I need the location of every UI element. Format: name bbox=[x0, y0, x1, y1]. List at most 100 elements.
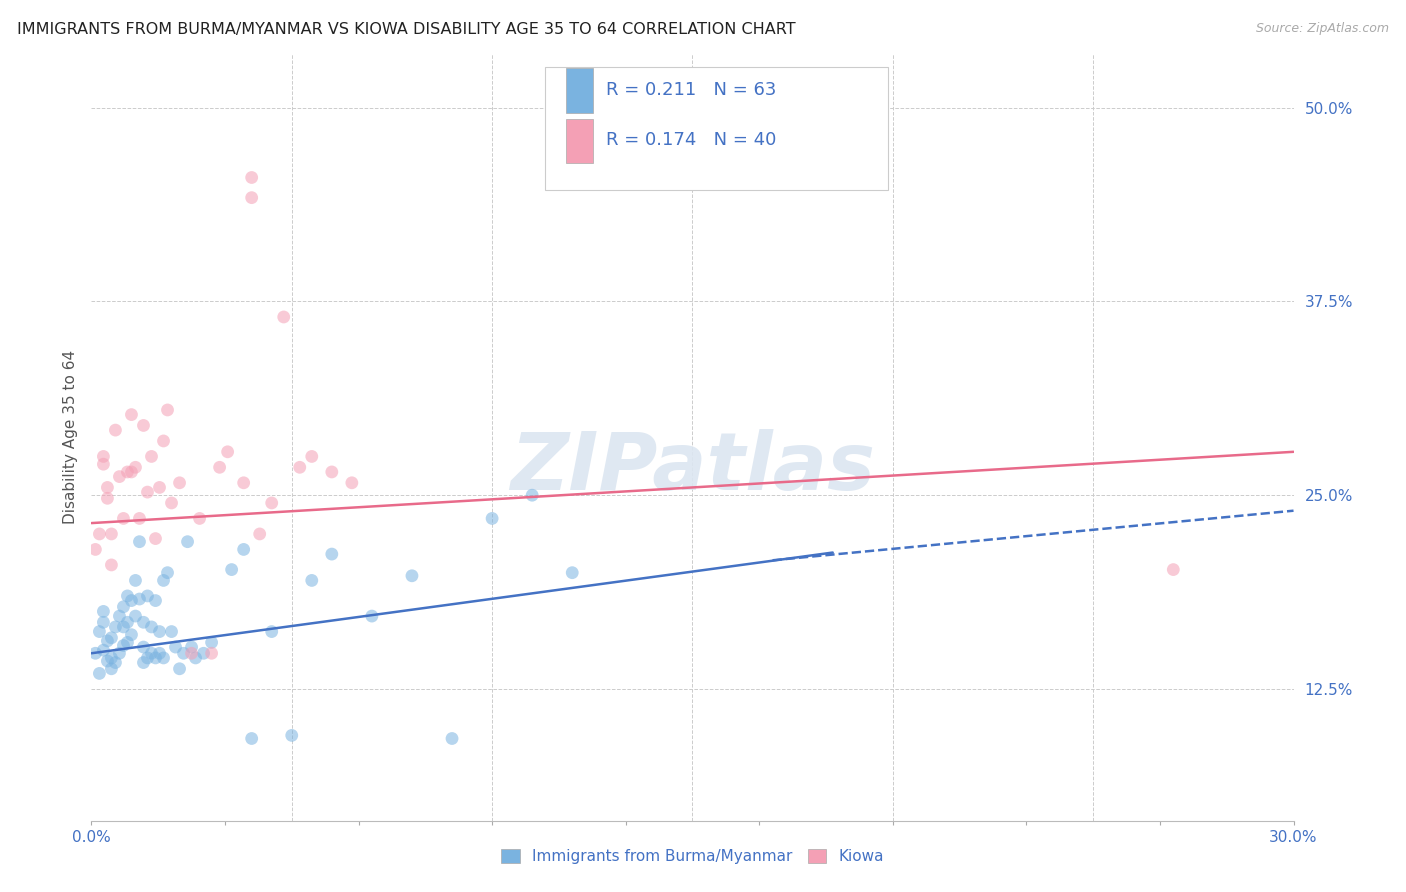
Point bbox=[160, 496, 183, 510]
Point bbox=[281, 728, 304, 742]
Point bbox=[160, 624, 183, 639]
Point bbox=[522, 488, 544, 502]
Point bbox=[100, 558, 122, 572]
Point bbox=[93, 615, 115, 630]
Point bbox=[180, 646, 202, 660]
Point bbox=[145, 593, 167, 607]
Point bbox=[117, 635, 139, 649]
Point bbox=[148, 646, 170, 660]
FancyBboxPatch shape bbox=[567, 68, 593, 112]
Point bbox=[156, 566, 179, 580]
Point bbox=[121, 628, 143, 642]
Point bbox=[240, 170, 263, 185]
Point bbox=[217, 445, 239, 459]
Point bbox=[100, 651, 122, 665]
Point bbox=[124, 609, 146, 624]
Point bbox=[260, 624, 283, 639]
Point bbox=[188, 511, 211, 525]
Point bbox=[112, 620, 135, 634]
Text: R = 0.174   N = 40: R = 0.174 N = 40 bbox=[606, 131, 776, 149]
Point bbox=[128, 592, 150, 607]
Point bbox=[96, 491, 118, 506]
Point bbox=[89, 527, 111, 541]
Text: IMMIGRANTS FROM BURMA/MYANMAR VS KIOWA DISABILITY AGE 35 TO 64 CORRELATION CHART: IMMIGRANTS FROM BURMA/MYANMAR VS KIOWA D… bbox=[17, 22, 796, 37]
Point bbox=[148, 624, 170, 639]
Point bbox=[93, 643, 115, 657]
Point bbox=[156, 403, 179, 417]
Point bbox=[112, 599, 135, 614]
Point bbox=[128, 511, 150, 525]
Point bbox=[165, 640, 187, 654]
Point bbox=[173, 646, 195, 660]
Point bbox=[321, 465, 343, 479]
Point bbox=[124, 574, 146, 588]
Point bbox=[141, 646, 163, 660]
Point bbox=[148, 480, 170, 494]
Point bbox=[121, 465, 143, 479]
Point bbox=[132, 640, 155, 654]
Point bbox=[112, 511, 135, 525]
Point bbox=[481, 511, 503, 525]
Point bbox=[176, 534, 198, 549]
Point bbox=[100, 527, 122, 541]
Point bbox=[273, 310, 295, 324]
Point bbox=[360, 609, 382, 624]
Point bbox=[136, 589, 159, 603]
Point bbox=[180, 640, 202, 654]
Point bbox=[169, 662, 191, 676]
Point bbox=[169, 475, 191, 490]
Point bbox=[104, 656, 127, 670]
Point bbox=[104, 620, 127, 634]
Point bbox=[141, 620, 163, 634]
Point bbox=[93, 457, 115, 471]
Point bbox=[136, 651, 159, 665]
Point bbox=[152, 651, 174, 665]
Y-axis label: Disability Age 35 to 64: Disability Age 35 to 64 bbox=[62, 350, 77, 524]
Legend: Immigrants from Burma/Myanmar, Kiowa: Immigrants from Burma/Myanmar, Kiowa bbox=[495, 843, 890, 871]
Text: ZIPatlas: ZIPatlas bbox=[510, 429, 875, 507]
Point bbox=[121, 408, 143, 422]
Point bbox=[132, 615, 155, 630]
Text: Source: ZipAtlas.com: Source: ZipAtlas.com bbox=[1256, 22, 1389, 36]
Point bbox=[301, 450, 323, 464]
Point bbox=[201, 646, 224, 660]
Point bbox=[96, 480, 118, 494]
Point bbox=[132, 656, 155, 670]
Point bbox=[321, 547, 343, 561]
Point bbox=[96, 654, 118, 668]
Point bbox=[145, 532, 167, 546]
Point bbox=[561, 566, 583, 580]
Point bbox=[340, 475, 363, 490]
Point bbox=[89, 666, 111, 681]
Point bbox=[117, 465, 139, 479]
Point bbox=[117, 615, 139, 630]
Point bbox=[96, 633, 118, 648]
Point bbox=[128, 534, 150, 549]
Point bbox=[100, 662, 122, 676]
Point bbox=[112, 639, 135, 653]
Point bbox=[124, 460, 146, 475]
Point bbox=[193, 646, 215, 660]
Point bbox=[440, 731, 463, 746]
Point bbox=[221, 563, 243, 577]
Point bbox=[136, 485, 159, 500]
Point bbox=[141, 450, 163, 464]
Point bbox=[132, 418, 155, 433]
Point bbox=[249, 527, 271, 541]
Point bbox=[108, 646, 131, 660]
Point bbox=[84, 646, 107, 660]
Point bbox=[401, 568, 423, 582]
FancyBboxPatch shape bbox=[544, 67, 889, 190]
Point bbox=[117, 589, 139, 603]
Point bbox=[201, 635, 224, 649]
Point bbox=[184, 651, 207, 665]
Point bbox=[93, 450, 115, 464]
Point bbox=[240, 191, 263, 205]
Point bbox=[232, 542, 254, 557]
Point bbox=[93, 604, 115, 618]
Text: R = 0.211   N = 63: R = 0.211 N = 63 bbox=[606, 80, 776, 99]
Point bbox=[108, 469, 131, 483]
Point bbox=[145, 651, 167, 665]
Point bbox=[84, 542, 107, 557]
Point bbox=[152, 434, 174, 448]
